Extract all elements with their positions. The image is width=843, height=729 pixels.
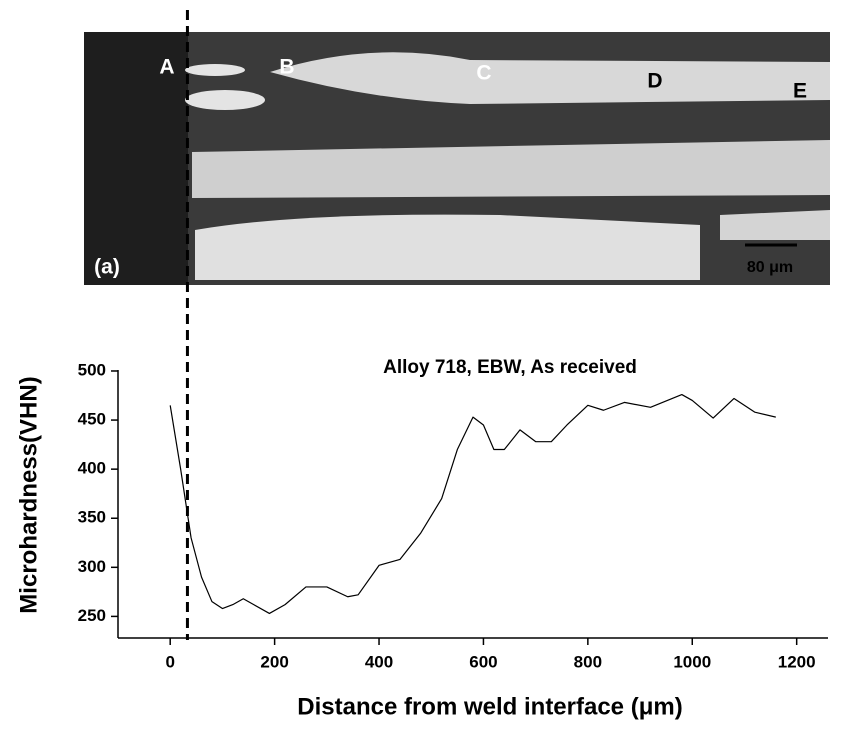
x-tick-label: 400 — [365, 652, 393, 671]
scale-label: 80 μm — [747, 259, 793, 276]
micrograph: A B C D E (a) 80 μm — [84, 32, 830, 285]
panel-label: (a) — [94, 256, 120, 279]
zone-label: A — [159, 56, 174, 79]
zone-label: C — [476, 62, 491, 85]
zone-label: D — [647, 70, 662, 93]
zone-label: E — [793, 80, 807, 103]
x-tick-label: 1000 — [673, 652, 711, 671]
zone-label: B — [279, 56, 294, 79]
band — [195, 214, 700, 280]
band — [192, 140, 830, 198]
band — [720, 210, 830, 240]
chart-title: Alloy 718, EBW, As received — [383, 357, 637, 378]
y-tick-label: 350 — [78, 508, 106, 527]
y-axis-label: Microhardness(VHN) — [15, 376, 42, 613]
band — [270, 52, 830, 104]
x-tick-label: 1200 — [778, 652, 816, 671]
x-tick-label: 0 — [165, 652, 174, 671]
y-tick-label: 450 — [78, 410, 106, 429]
x-tick-label: 600 — [469, 652, 497, 671]
band — [185, 64, 245, 76]
x-tick-label: 800 — [574, 652, 602, 671]
band — [185, 90, 265, 110]
y-tick-label: 500 — [78, 360, 106, 379]
x-axis-label: Distance from weld interface (μm) — [297, 693, 682, 720]
y-tick-label: 400 — [78, 459, 106, 478]
x-tick-label: 200 — [260, 652, 288, 671]
data-line — [169, 393, 776, 615]
y-tick-label: 250 — [78, 606, 106, 625]
zone-a — [84, 32, 188, 285]
y-tick-label: 300 — [78, 557, 106, 576]
